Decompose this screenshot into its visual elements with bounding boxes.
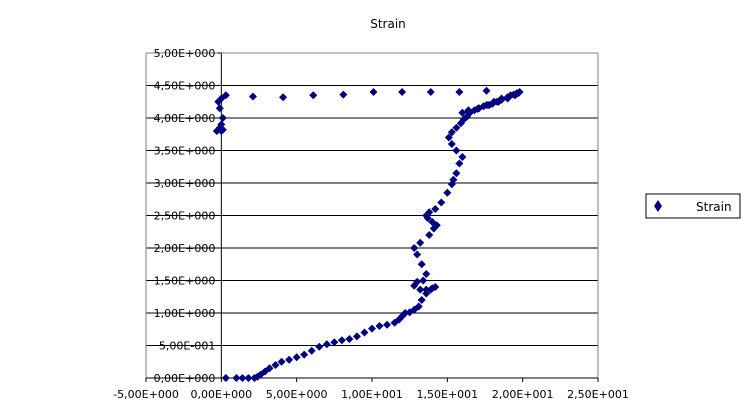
data-point — [300, 350, 309, 359]
data-point — [413, 277, 422, 286]
data-point — [292, 353, 301, 362]
y-tick-label: 4,50E+000 — [154, 80, 216, 93]
y-tick-label: 3,00E+000 — [154, 177, 216, 190]
data-point — [337, 336, 346, 345]
x-tick-label: 0,00E+000 — [191, 388, 253, 401]
data-point — [444, 133, 453, 142]
data-point — [238, 374, 247, 382]
data-point — [383, 320, 392, 329]
data-point — [417, 296, 426, 304]
y-tick-label: 0,00E+000 — [154, 372, 216, 385]
x-tick-label: 2,00E+001 — [492, 388, 554, 401]
data-point — [413, 250, 422, 259]
data-point — [417, 260, 426, 269]
x-tick-label: 1,50E+001 — [417, 388, 479, 401]
data-point — [214, 97, 223, 106]
data-point — [431, 205, 440, 213]
data-point — [422, 285, 431, 294]
data-point — [285, 355, 294, 364]
data-point — [473, 104, 482, 113]
data-point — [447, 128, 456, 137]
data-point — [419, 276, 428, 285]
data-point — [410, 244, 419, 252]
data-point — [307, 346, 316, 355]
data-point — [248, 92, 257, 101]
chart-title: Strain — [370, 17, 406, 31]
data-point — [221, 374, 230, 382]
data-point — [482, 86, 491, 95]
data-point — [515, 88, 524, 96]
y-tick-label: 5,00E-001 — [159, 340, 215, 353]
data-point — [443, 188, 452, 197]
y-tick-label: 4,00E+000 — [154, 112, 216, 125]
data-point — [416, 285, 425, 294]
data-point — [398, 88, 407, 96]
data-point — [497, 94, 506, 103]
data-point — [369, 88, 378, 96]
data-point — [368, 324, 376, 333]
data-point — [375, 322, 384, 330]
data-point — [218, 114, 227, 122]
data-point — [271, 361, 280, 369]
data-point — [428, 218, 437, 226]
data-point — [464, 107, 473, 116]
data-point — [416, 238, 425, 247]
y-tick-label: 1,50E+000 — [154, 275, 216, 288]
legend-marker — [654, 200, 662, 212]
y-tick-label: 5,00E+000 — [154, 47, 216, 60]
data-point — [244, 374, 253, 382]
data-point — [250, 374, 259, 382]
data-point — [309, 91, 318, 100]
data-point — [458, 108, 467, 117]
legend-label: Strain — [696, 200, 732, 214]
data-point — [330, 338, 339, 347]
data-point — [212, 127, 221, 135]
y-tick-label: 3,50E+000 — [154, 145, 216, 158]
y-tick-label: 1,00E+000 — [154, 307, 216, 320]
data-point — [414, 302, 423, 311]
data-point — [425, 208, 434, 217]
data-points — [212, 86, 524, 382]
x-tick-label: -5,00E+000 — [113, 388, 179, 401]
data-point — [215, 104, 224, 113]
data-point — [449, 175, 458, 184]
data-point — [455, 159, 464, 168]
data-point — [352, 332, 361, 341]
data-point — [315, 342, 324, 351]
x-tick-label: 2,50E+001 — [567, 388, 629, 401]
data-point — [279, 93, 288, 102]
data-point — [339, 90, 348, 99]
data-point — [360, 328, 369, 337]
legend: Strain — [645, 193, 741, 219]
tick-labels: 0,00E+000 5,00E-001 1,00E+000 1,50E+000 2,00… — [113, 47, 629, 401]
data-point — [437, 198, 446, 207]
data-point — [455, 88, 464, 96]
x-tick-label: 1,00E+001 — [341, 388, 403, 401]
data-point — [217, 127, 226, 135]
data-point — [452, 146, 461, 155]
data-point — [452, 169, 461, 178]
data-point — [447, 140, 456, 148]
data-point — [482, 101, 491, 109]
y-tick-label: 2,50E+000 — [154, 210, 216, 223]
data-point — [232, 374, 241, 382]
data-point — [265, 364, 274, 373]
data-point — [428, 284, 437, 293]
data-point — [425, 231, 434, 239]
y-tick-label: 2,00E+000 — [154, 242, 216, 255]
data-point — [277, 357, 286, 366]
data-point — [426, 88, 435, 96]
data-point — [422, 270, 431, 278]
data-point — [452, 123, 461, 132]
x-tick-label: 5,00E+000 — [266, 388, 328, 401]
data-point — [345, 335, 354, 343]
data-point — [506, 91, 515, 100]
data-point — [490, 97, 499, 106]
data-point — [458, 153, 467, 161]
data-point — [322, 340, 331, 349]
